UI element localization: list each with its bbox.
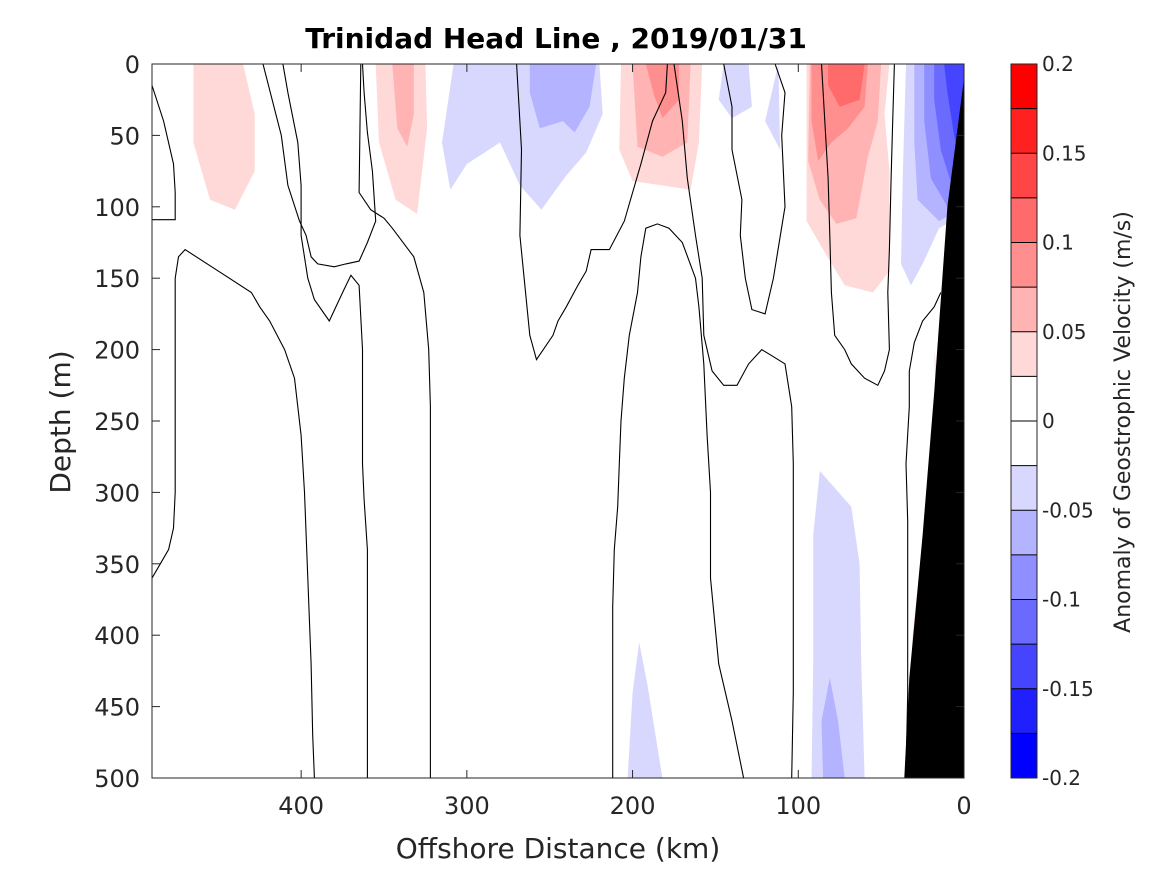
colorbar-tick-label: -0.15 [1042, 677, 1094, 701]
y-tick-label: 50 [109, 122, 140, 150]
colorbar-swatch [1011, 465, 1037, 511]
y-tick-label: 300 [94, 479, 140, 507]
zero-contour-line [723, 64, 786, 315]
y-tick-label: 200 [94, 337, 140, 365]
zero-contour-line [152, 248, 315, 778]
bathymetry-mask [904, 78, 964, 778]
colorbar-tick-label: -0.1 [1042, 588, 1081, 612]
positive-velocity-region [375, 64, 428, 214]
zero-contour-line [673, 64, 794, 778]
x-tick-label: 0 [956, 792, 971, 820]
zero-contour-line [516, 64, 668, 361]
positive-velocity-region [645, 64, 679, 119]
colorbar: -0.2 -0.15 -0.1 -0.05 0 0.05 0.1 0.15 0.2 [1010, 52, 1094, 790]
colorbar-tick-label: 0.2 [1042, 52, 1074, 76]
colorbar-swatch [1011, 376, 1037, 421]
colorbar-swatch [1011, 197, 1037, 243]
y-tick-label: 450 [94, 694, 140, 722]
zero-contour-line [152, 85, 176, 221]
colorbar-tick-label: 0.1 [1042, 231, 1074, 255]
colorbar-swatch [1011, 64, 1037, 109]
negative-velocity-region [718, 64, 752, 119]
colorbar-tick-label: -0.05 [1042, 498, 1094, 522]
colorbar-swatch [1011, 688, 1037, 734]
colorbar-swatch [1011, 644, 1037, 689]
zero-contour-line [262, 64, 377, 268]
colorbar-swatch [1011, 242, 1037, 288]
positive-velocity-region [193, 64, 255, 210]
y-tick-label: 500 [94, 765, 140, 793]
y-tick-label: 350 [94, 551, 140, 579]
colorbar-tick-label: -0.2 [1042, 766, 1081, 790]
negative-velocity-region [529, 64, 597, 133]
y-axis-label: Depth (m) [44, 350, 77, 493]
positive-velocity-region [392, 64, 414, 147]
plot-area [151, 63, 965, 779]
x-tick-label: 200 [610, 792, 656, 820]
zero-contour-line [905, 292, 942, 778]
zero-contour-line [612, 223, 745, 778]
positive-velocity-region [828, 64, 865, 107]
zero-contour-line [282, 64, 368, 778]
y-tick-label: 400 [94, 622, 140, 650]
colorbar-swatch [1011, 554, 1037, 600]
negative-velocity-region [765, 64, 781, 150]
colorbar-swatch [1011, 331, 1037, 377]
x-axis-label: Offshore Distance (km) [396, 832, 721, 865]
x-tick-label: 100 [775, 792, 821, 820]
negative-velocity-region [811, 471, 865, 778]
y-tick-label: 100 [94, 194, 140, 222]
colorbar-swatch [1011, 733, 1037, 778]
x-tick-label: 400 [278, 792, 324, 820]
colorbar-label: Anomaly of Geostrophic Velocity (m/s) [1111, 211, 1136, 633]
x-tick-label: 300 [444, 792, 490, 820]
zero-contour-line [358, 64, 431, 778]
colorbar-tick-label: 0.15 [1042, 141, 1087, 165]
y-tick-label: 0 [125, 51, 140, 79]
colorbar-swatch [1011, 510, 1037, 555]
zero-contour-line [820, 64, 895, 387]
colorbar-frame [1010, 63, 1038, 779]
chart-title: Trinidad Head Line , 2019/01/31 [305, 22, 807, 55]
colorbar-swatch [1011, 108, 1037, 154]
x-axis: 400 300 200 100 0 [278, 64, 972, 820]
colorbar-swatch [1011, 153, 1037, 198]
y-tick-label: 250 [94, 408, 140, 436]
y-tick-label: 150 [94, 265, 140, 293]
colorbar-tick-label: 0 [1042, 409, 1055, 433]
colorbar-swatch [1011, 421, 1037, 466]
negative-velocity-region [821, 678, 845, 778]
colorbar-swatch [1011, 287, 1037, 332]
y-axis: 0 50 100 150 200 250 300 350 400 450 500 [94, 51, 964, 793]
negative-velocity-region [627, 642, 663, 778]
colorbar-swatch [1011, 599, 1037, 645]
colorbar-tick-label: 0.05 [1042, 320, 1087, 344]
